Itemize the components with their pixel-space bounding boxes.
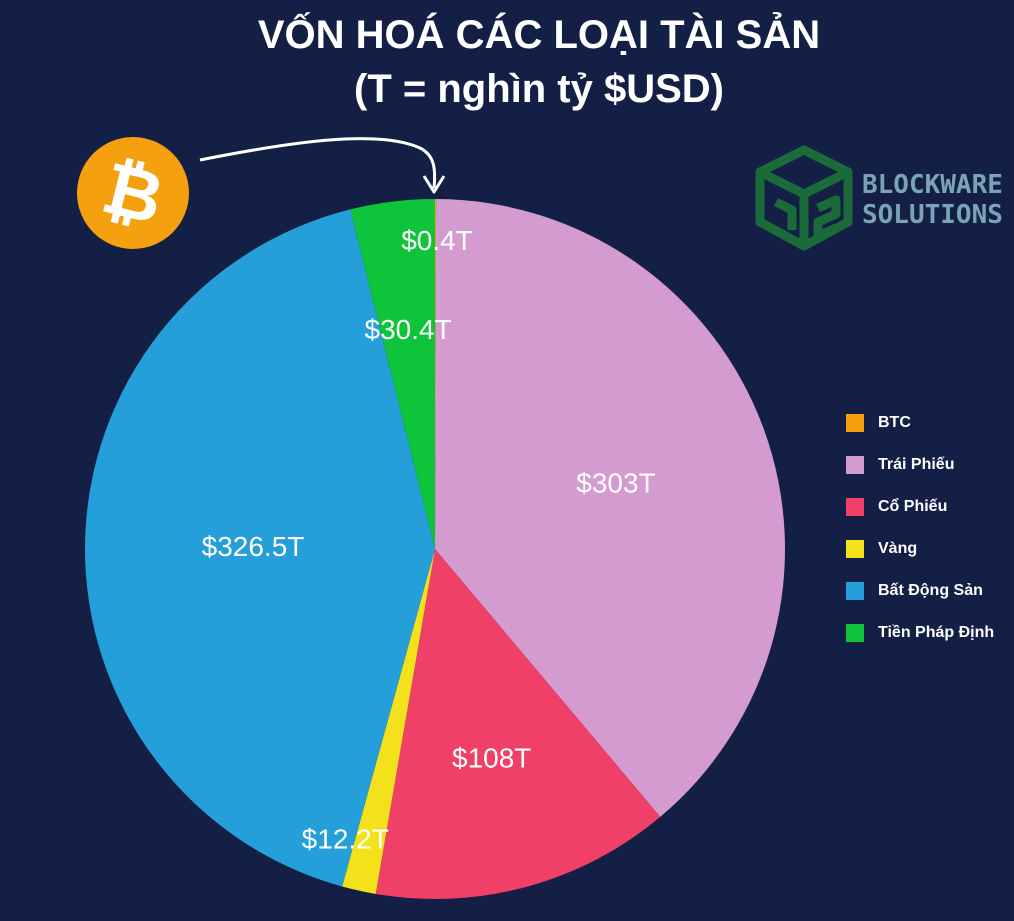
legend-swatch	[846, 540, 864, 558]
chart-title: VỐN HOÁ CÁC LOẠI TÀI SẢN	[257, 13, 821, 57]
logo-text-line2: SOLUTIONS	[862, 200, 1003, 230]
pie-slice-bất-động-sản	[84, 209, 435, 887]
slice-value-label: $108T	[452, 742, 531, 773]
legend-label: Cổ Phiếu	[878, 498, 948, 515]
slice-value-label: $12.2T	[302, 823, 389, 854]
pie-slice-tiền-pháp-định	[350, 199, 435, 549]
legend-item-vang: Vàng	[846, 528, 994, 570]
slice-value-label: $0.4T	[401, 225, 473, 256]
arrow-line	[199, 137, 437, 189]
legend-swatch	[846, 456, 864, 474]
pie-slice-labels: $0.4T $303T $108T $12.2T $326.5T $30.4T	[202, 225, 656, 854]
slice-value-label: $30.4T	[365, 314, 452, 345]
slice-value-label: $303T	[576, 467, 655, 498]
legend-swatch	[846, 498, 864, 516]
legend-item-trai-phieu: Trái Phiếu	[846, 444, 994, 486]
pie-slices	[84, 199, 785, 899]
pie-slice-cổ-phiếu	[375, 549, 661, 899]
legend-label: Tiền Pháp Định	[878, 624, 995, 641]
legend-item-co-phieu: Cổ Phiếu	[846, 486, 994, 528]
pie-slice-btc	[435, 199, 437, 549]
pie-slice-vàng	[342, 549, 435, 894]
pie-slice-trái-phiếu	[435, 199, 785, 817]
legend-label: BTC	[878, 414, 911, 431]
legend-item-btc: BTC	[846, 402, 994, 444]
legend-swatch	[846, 414, 864, 432]
blockware-logo-mark-icon	[755, 145, 853, 251]
chart-subtitle: (T = nghìn tỷ $USD)	[354, 67, 724, 111]
legend-item-tien-phap-dinh: Tiền Pháp Định	[846, 612, 994, 654]
bitcoin-icon: ₿	[77, 137, 189, 249]
logo-text-line1: BLOCKWARE	[862, 170, 1003, 200]
legend-swatch	[846, 624, 864, 642]
blockware-logo: BLOCKWARE SOLUTIONS	[752, 142, 1010, 254]
legend-item-bat-dong-san: Bất Động Sản	[846, 570, 994, 612]
legend-label: Bất Động Sản	[878, 582, 983, 599]
arrow-head-icon	[422, 175, 446, 194]
legend-label: Trái Phiếu	[878, 456, 955, 473]
legend-swatch	[846, 582, 864, 600]
chart-legend: BTC Trái Phiếu Cổ Phiếu Vàng Bất Động Sả…	[846, 402, 994, 654]
slice-value-label: $326.5T	[202, 531, 305, 562]
legend-label: Vàng	[878, 540, 918, 557]
